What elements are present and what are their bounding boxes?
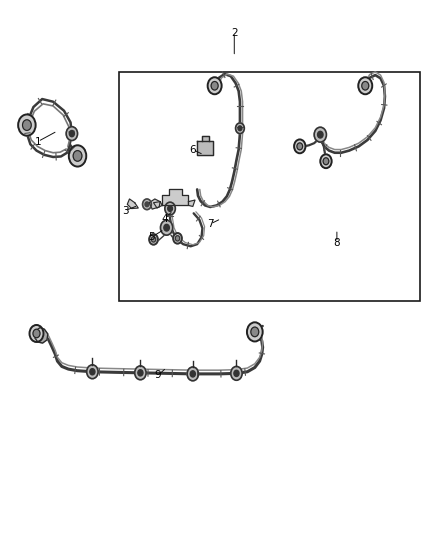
Text: 2: 2 — [231, 28, 237, 38]
Circle shape — [90, 369, 95, 375]
Circle shape — [160, 220, 173, 235]
Polygon shape — [162, 189, 188, 205]
Bar — [119, 72, 420, 301]
Text: 9: 9 — [155, 370, 161, 381]
Circle shape — [143, 199, 151, 209]
Circle shape — [173, 233, 182, 244]
Circle shape — [251, 327, 259, 337]
Circle shape — [294, 140, 305, 154]
Polygon shape — [35, 328, 48, 343]
Circle shape — [314, 127, 326, 142]
Circle shape — [362, 82, 369, 90]
Circle shape — [320, 155, 332, 168]
Circle shape — [33, 329, 40, 338]
Circle shape — [211, 82, 218, 90]
Circle shape — [318, 131, 323, 138]
Circle shape — [22, 120, 31, 131]
Circle shape — [231, 367, 242, 380]
Text: 4: 4 — [161, 214, 168, 224]
Text: 7: 7 — [207, 219, 214, 229]
Text: 6: 6 — [190, 144, 196, 155]
Polygon shape — [197, 141, 213, 155]
Circle shape — [323, 158, 329, 165]
Circle shape — [234, 370, 239, 376]
Circle shape — [164, 224, 170, 231]
Text: 8: 8 — [334, 238, 340, 247]
Text: 5: 5 — [148, 232, 155, 243]
Text: 1: 1 — [35, 136, 41, 147]
Circle shape — [175, 236, 180, 241]
Circle shape — [138, 370, 143, 376]
Polygon shape — [153, 201, 162, 208]
Circle shape — [145, 202, 149, 207]
Circle shape — [149, 234, 158, 245]
Circle shape — [69, 131, 74, 136]
Circle shape — [69, 146, 86, 166]
Polygon shape — [149, 199, 160, 209]
Circle shape — [358, 77, 372, 94]
Polygon shape — [201, 136, 208, 141]
Circle shape — [73, 151, 82, 161]
Circle shape — [236, 123, 244, 134]
Circle shape — [190, 371, 195, 377]
Polygon shape — [188, 200, 195, 206]
Circle shape — [187, 367, 198, 381]
Circle shape — [29, 325, 43, 342]
Circle shape — [165, 202, 175, 215]
Circle shape — [87, 365, 98, 378]
Circle shape — [168, 206, 173, 212]
Circle shape — [151, 237, 155, 242]
Text: 3: 3 — [122, 206, 128, 216]
Circle shape — [135, 366, 146, 379]
Circle shape — [247, 322, 263, 342]
Circle shape — [297, 143, 303, 150]
Circle shape — [66, 127, 78, 141]
Circle shape — [238, 126, 242, 131]
Polygon shape — [127, 199, 138, 208]
Circle shape — [18, 115, 35, 136]
Circle shape — [208, 77, 222, 94]
